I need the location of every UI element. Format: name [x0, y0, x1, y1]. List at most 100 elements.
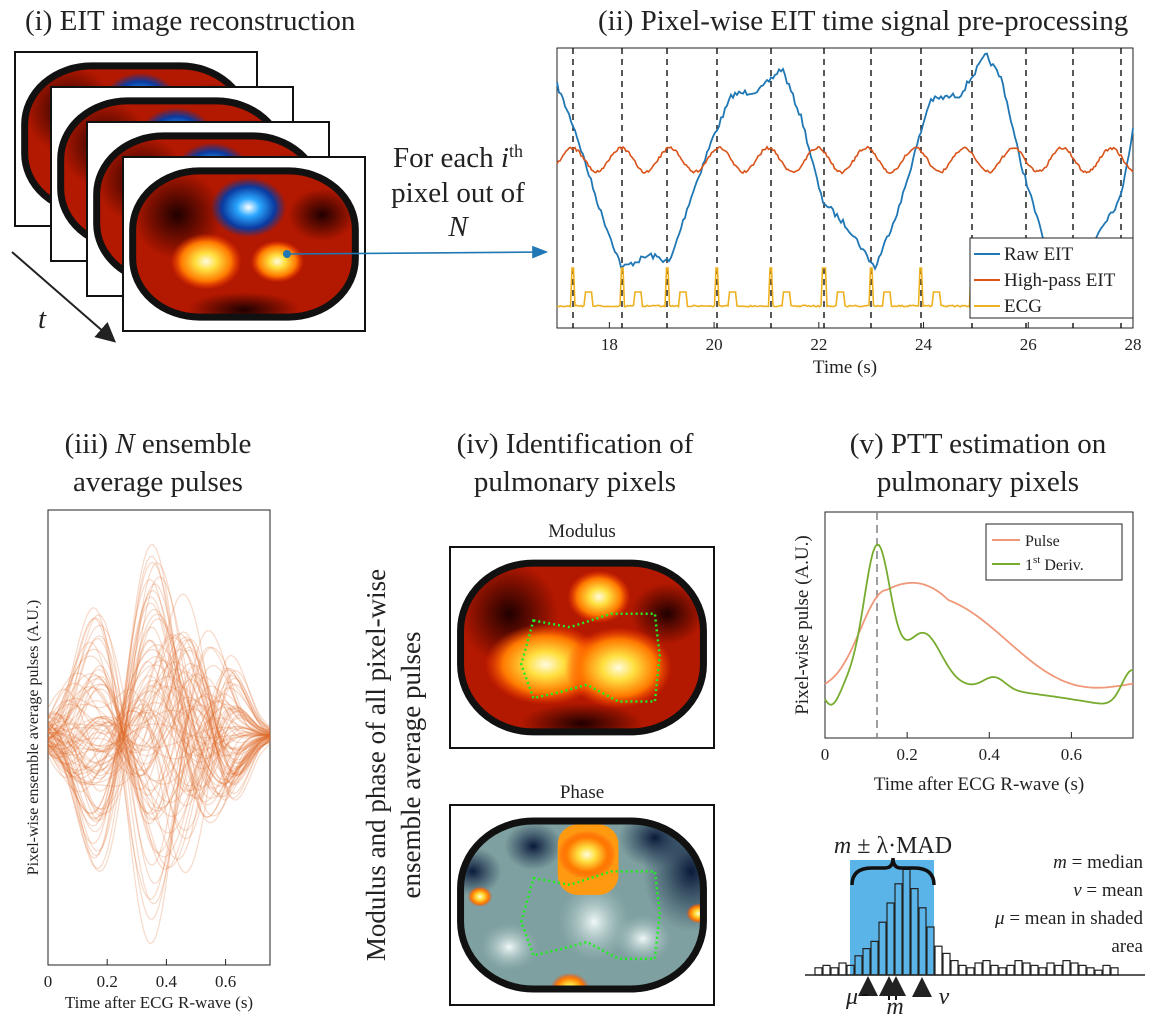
thorax-outline	[457, 817, 707, 993]
panel-title: (i) EIT image reconstruction	[25, 5, 356, 37]
pulse-curve	[47, 649, 271, 777]
text: ν	[1073, 880, 1082, 901]
pulse-curve	[47, 583, 271, 852]
blob	[521, 703, 643, 732]
x-tick-label: 0.2	[897, 745, 918, 764]
pulse-curve	[47, 668, 271, 772]
histogram-bar	[982, 959, 991, 976]
pulse-curve	[47, 648, 271, 785]
pulse-curve	[47, 684, 271, 773]
arrow-label: μ	[845, 984, 858, 1010]
legend-label: ECG	[1004, 296, 1042, 317]
histogram-bar	[1102, 964, 1111, 976]
derivative-line	[824, 543, 1134, 706]
pulse-curve	[47, 596, 270, 820]
blob	[479, 922, 539, 972]
annotation-line: For each ith	[393, 141, 523, 174]
pulse-curve	[47, 660, 271, 799]
pulse-curve	[47, 726, 271, 748]
blob	[557, 830, 617, 879]
pulse-curve	[47, 690, 271, 764]
ptt-plot: 0 0.2 0.4 0.6 Time after ECG R-wave (s) Pixel…	[792, 511, 1134, 795]
definition: m = median	[1053, 852, 1143, 873]
pulse-curve	[47, 644, 271, 801]
histogram-bar	[966, 967, 975, 976]
histogram-bar	[830, 967, 839, 976]
histogram-bar	[958, 964, 967, 976]
pulse-curve	[47, 654, 271, 861]
text: Pulse	[1025, 533, 1060, 550]
pulse-curve	[47, 555, 271, 857]
histogram-bar	[1086, 967, 1095, 976]
pulse-curve	[47, 675, 271, 788]
annotation-line: pixel out of	[391, 177, 525, 209]
x-tick-label: 0.6	[1061, 745, 1082, 764]
time-signal-plot: 18 20 22 24 26 28 Time (s) Raw EIT High-pass EIT…	[556, 47, 1142, 378]
histogram-bar	[934, 945, 943, 976]
x-tick-label: 0.4	[156, 972, 178, 991]
thorax-outline	[457, 559, 707, 736]
pulse-curve	[47, 686, 271, 812]
pulse-curve	[47, 684, 271, 777]
pulse-curve	[47, 678, 271, 809]
pulse-curve	[47, 618, 271, 920]
pulse-curve	[47, 696, 271, 754]
x-tick-label: 20	[706, 335, 723, 354]
side-label: ensemble average pulses	[396, 632, 426, 899]
arrow-label: ν	[939, 984, 950, 1010]
annotation-line: N	[447, 211, 469, 243]
histogram-bar	[822, 964, 831, 976]
x-tick-label: 24	[915, 335, 933, 354]
legend-box	[969, 237, 1134, 319]
pulse-curve	[47, 614, 271, 884]
high-pass-line	[556, 145, 1134, 175]
pulse-line	[824, 581, 1134, 689]
pulmonary-images	[449, 546, 715, 1006]
text: st	[1033, 554, 1040, 566]
pulse-curve	[47, 589, 271, 833]
shaded-area	[850, 860, 934, 975]
pointer-arrow	[912, 977, 932, 997]
pulse-curve	[47, 670, 271, 874]
pulse-curve	[47, 710, 271, 792]
x-tick-label: 28	[1125, 335, 1142, 354]
x-axis-label: Time after ECG R-wave (s)	[874, 774, 1084, 795]
pulse-curve	[47, 715, 271, 760]
text: μ	[994, 908, 1005, 929]
pulse-curve	[47, 705, 271, 787]
pulse-curve	[47, 674, 271, 796]
pulse-curve	[47, 639, 271, 817]
pulse-curve	[47, 562, 271, 869]
text: ensemble	[135, 428, 252, 460]
pulse-curve	[47, 602, 271, 823]
histogram-bar	[1038, 967, 1047, 976]
pulse-curve	[47, 685, 271, 771]
y-axis-label: Pixel-wise pulse (A.U.)	[792, 535, 813, 714]
pulse-curve	[47, 634, 271, 810]
text: N	[114, 428, 136, 460]
legend-label: 1st Deriv.	[1025, 554, 1084, 574]
histogram-bar	[1006, 964, 1015, 976]
image-label: Modulus	[548, 521, 616, 542]
pulse-curve	[47, 639, 271, 777]
pulse-curve	[47, 641, 271, 900]
pixel-arrow	[286, 245, 549, 259]
pulse-curve	[47, 678, 271, 772]
text: = mean	[1082, 880, 1144, 901]
legend-box	[985, 523, 1123, 581]
blob	[467, 886, 493, 907]
histogram-bar	[1022, 962, 1031, 976]
definition: μ = mean in shaded	[994, 908, 1143, 929]
blob	[630, 583, 704, 645]
blob	[460, 847, 502, 896]
ensemble-plot: 0 0.2 0.4 0.6 Time after ECG R-wave (s) Pixel…	[25, 509, 271, 1012]
pulse-curve	[47, 685, 271, 776]
histogram-bar	[1078, 964, 1087, 976]
text: i	[501, 142, 509, 174]
pulse-curve	[47, 637, 271, 866]
image-label: Phase	[560, 782, 604, 803]
pulse-curve	[47, 674, 271, 820]
pulse-curve	[47, 636, 271, 799]
blob	[170, 233, 242, 290]
text: For each	[393, 142, 501, 174]
